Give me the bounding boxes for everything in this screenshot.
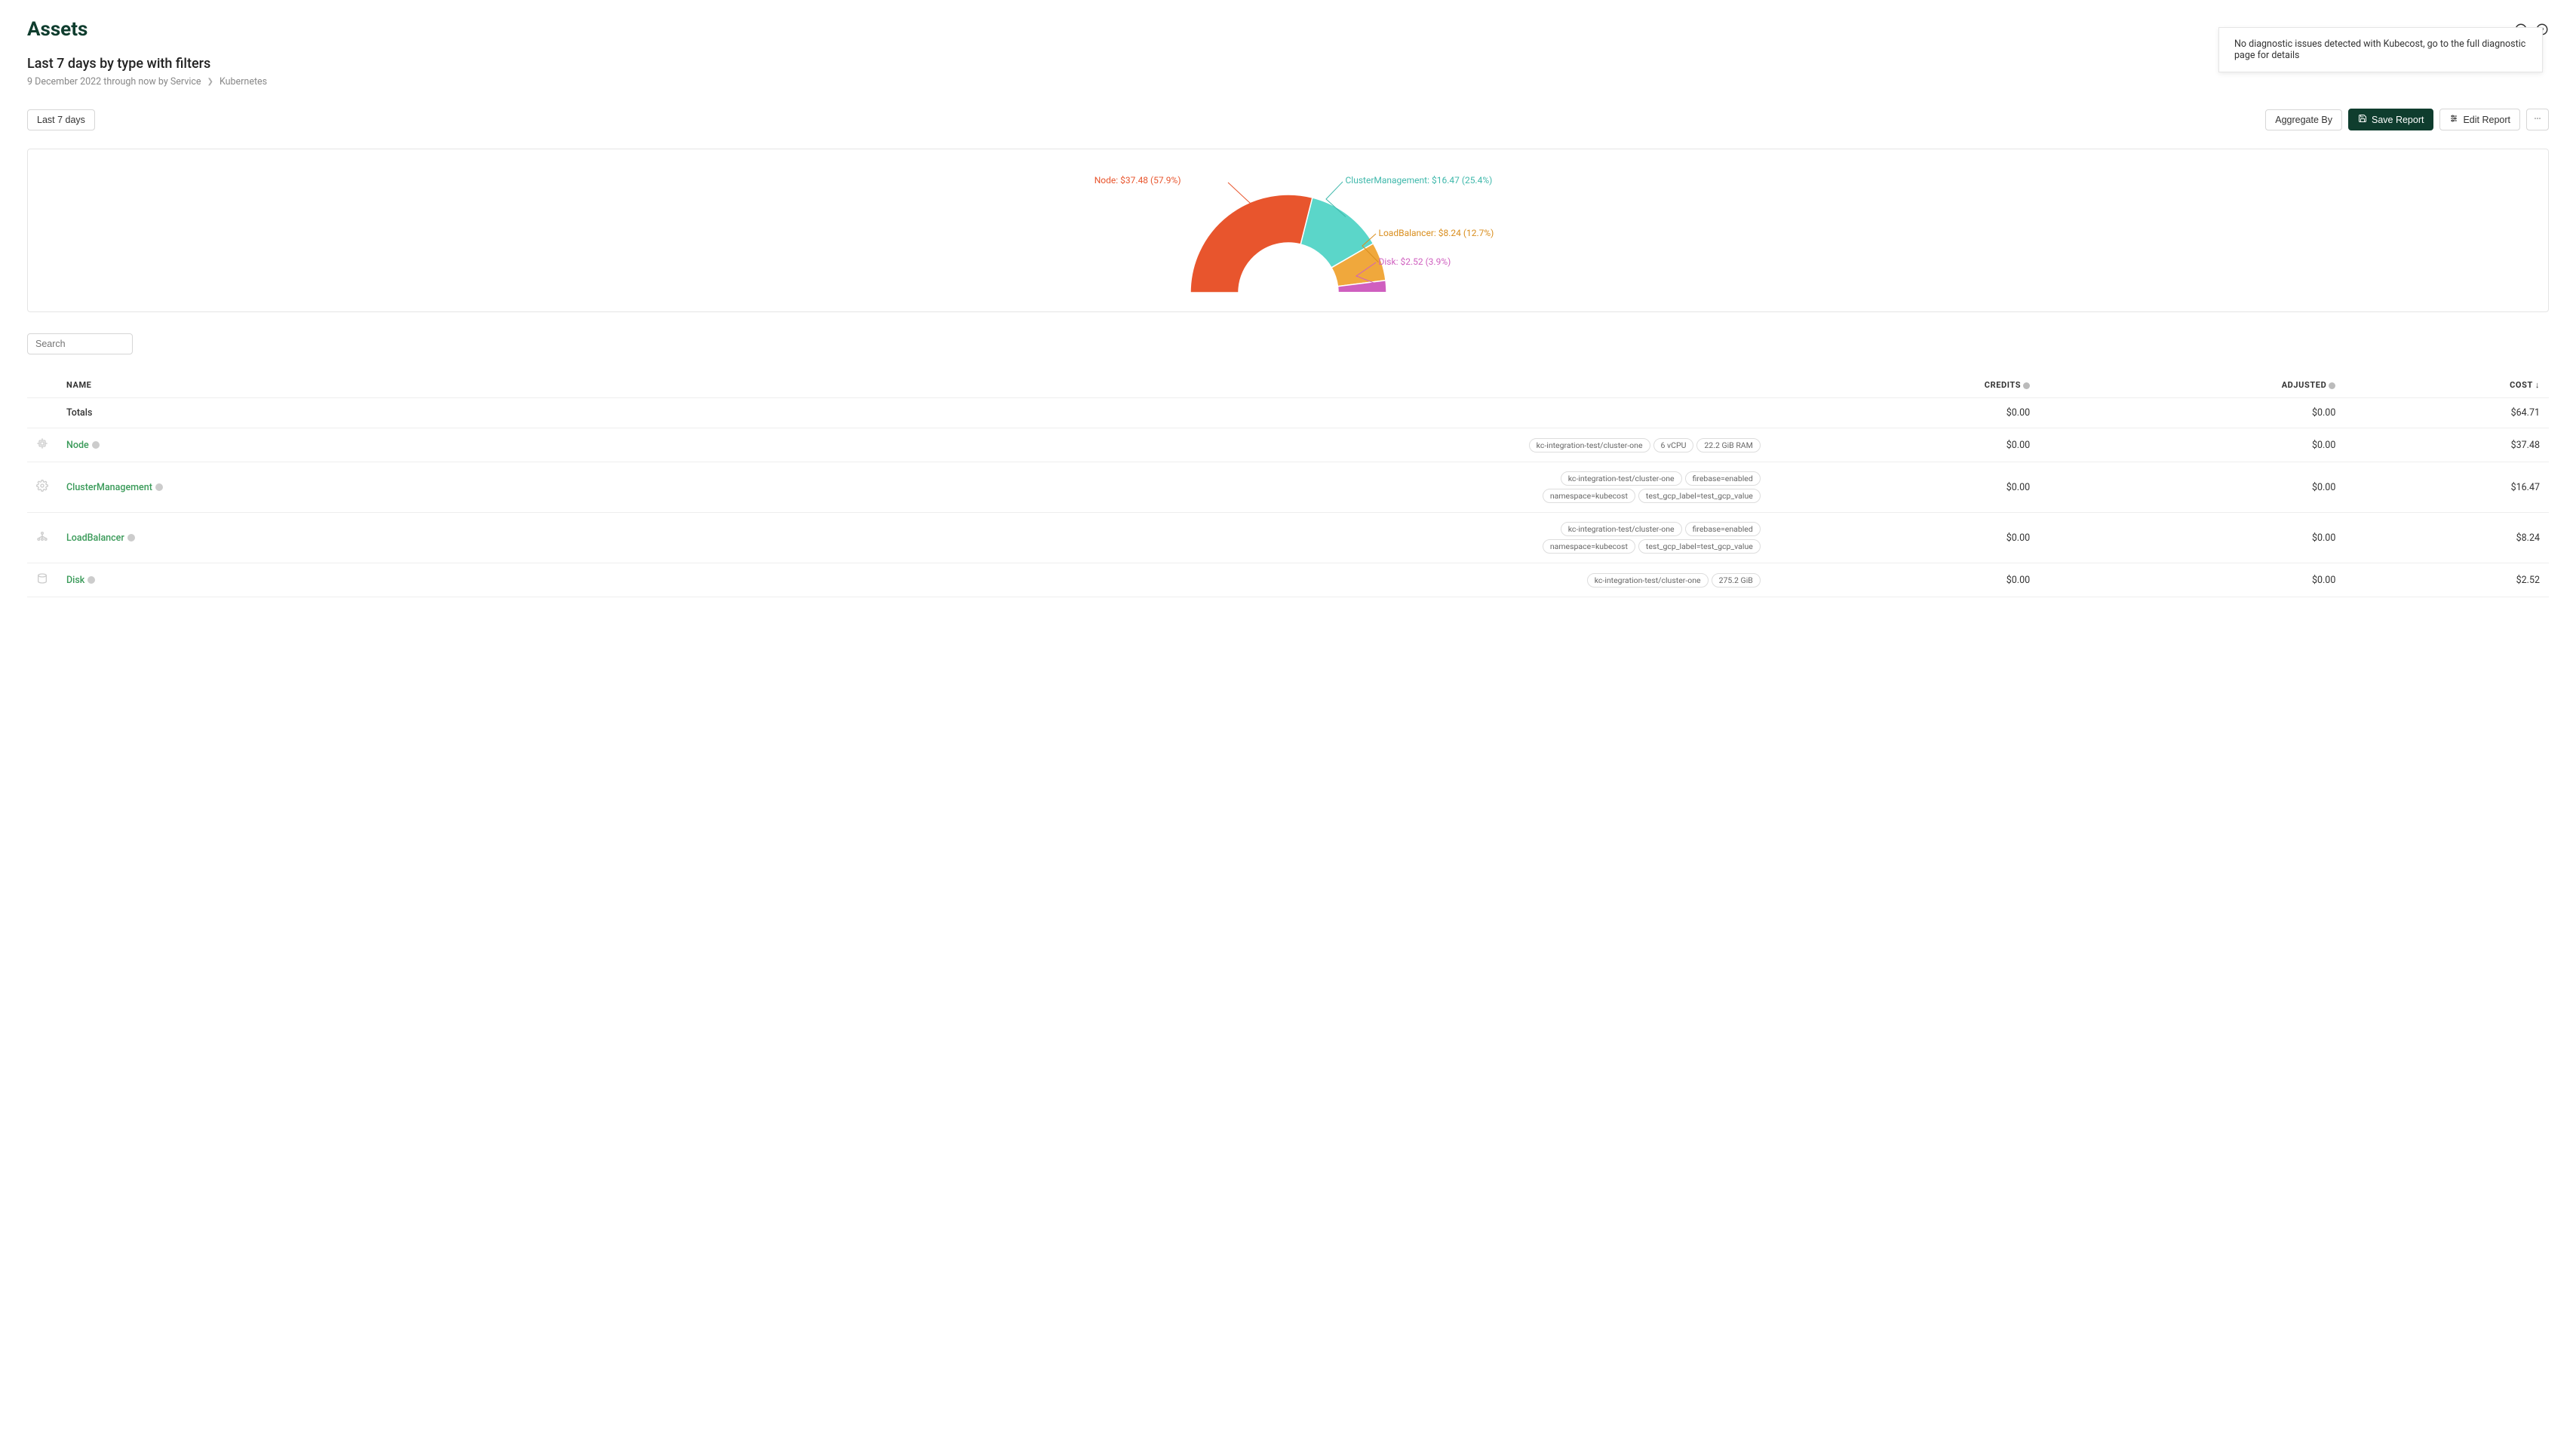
tag: 6 vCPU — [1653, 438, 1694, 452]
asset-name-link[interactable]: Disk — [66, 575, 84, 586]
info-icon — [92, 441, 100, 449]
info-icon — [127, 534, 135, 541]
asset-name-link[interactable]: ClusterManagement — [66, 482, 152, 493]
cell-adjusted: $0.00 — [2039, 462, 2344, 513]
date-filter-button[interactable]: Last 7 days — [27, 109, 95, 130]
table-row[interactable]: Disk kc-integration-test/cluster-one275.… — [27, 563, 2549, 597]
save-icon — [2358, 114, 2367, 125]
cell-credits: $0.00 — [1770, 428, 2039, 462]
breadcrumb-range: 9 December 2022 through now by Service — [27, 76, 201, 87]
tag: kc-integration-test/cluster-one — [1561, 522, 1682, 536]
save-report-label: Save Report — [2372, 115, 2424, 125]
save-report-button[interactable]: Save Report — [2348, 109, 2433, 130]
page-title: Assets — [27, 18, 2549, 41]
tag: test_gcp_label=test_gcp_value — [1638, 489, 1761, 503]
notification-banner: No diagnostic issues detected with Kubec… — [2218, 27, 2543, 72]
cell-credits: $0.00 — [1770, 462, 2039, 513]
info-icon — [88, 576, 95, 584]
tag: firebase=enabled — [1685, 471, 1761, 486]
col-cost[interactable]: COST↓ — [2344, 373, 2549, 398]
sliders-icon — [2449, 114, 2458, 125]
cell-cost: $16.47 — [2344, 462, 2549, 513]
totals-name: Totals — [57, 398, 542, 428]
cell-adjusted: $0.00 — [2039, 428, 2344, 462]
breadcrumb: 9 December 2022 through now by Service ❯… — [27, 76, 2549, 87]
disk-icon — [27, 563, 57, 597]
date-filter-label: Last 7 days — [37, 115, 85, 125]
tag: kc-integration-test/cluster-one — [1587, 573, 1709, 587]
more-icon — [2533, 114, 2542, 125]
tag-list: kc-integration-test/cluster-onefirebase=… — [1489, 471, 1761, 503]
tag: kc-integration-test/cluster-one — [1529, 438, 1650, 452]
totals-credits: $0.00 — [1770, 398, 2039, 428]
chart-slice-label: ClusterManagement: $16.47 (25.4%) — [1346, 175, 1493, 186]
info-icon — [2329, 382, 2335, 389]
cell-cost: $8.24 — [2344, 513, 2549, 563]
cpu-icon — [27, 428, 57, 462]
breadcrumb-current: Kubernetes — [220, 76, 267, 87]
cell-adjusted: $0.00 — [2039, 513, 2344, 563]
cell-cost: $37.48 — [2344, 428, 2549, 462]
table-row-totals: Totals $0.00 $0.00 $64.71 — [27, 398, 2549, 428]
tag: kc-integration-test/cluster-one — [1561, 471, 1682, 486]
tag: namespace=kubecost — [1543, 539, 1635, 554]
cell-adjusted: $0.00 — [2039, 563, 2344, 597]
edit-report-button[interactable]: Edit Report — [2439, 109, 2520, 130]
edit-report-label: Edit Report — [2463, 115, 2510, 125]
tag: 22.2 GiB RAM — [1696, 438, 1760, 452]
cell-credits: $0.00 — [1770, 513, 2039, 563]
tag: namespace=kubecost — [1543, 489, 1635, 503]
table-row[interactable]: ClusterManagement kc-integration-test/cl… — [27, 462, 2549, 513]
tag-list: kc-integration-test/cluster-one6 vCPU22.… — [1489, 438, 1761, 452]
search-input[interactable] — [27, 333, 133, 354]
half-donut-chart: Node: $37.48 (57.9%) ClusterManagement: $… — [1002, 164, 1575, 296]
notification-text: No diagnostic issues detected with Kubec… — [2234, 38, 2525, 61]
sort-desc-icon: ↓ — [2535, 380, 2540, 390]
info-icon — [2023, 382, 2030, 389]
page-subtitle: Last 7 days by type with filters — [27, 56, 2549, 72]
tag: 275.2 GiB — [1712, 573, 1761, 587]
chart-slice-label: Node: $37.48 (57.9%) — [1095, 175, 1181, 186]
asset-name-link[interactable]: Node — [66, 440, 89, 451]
gear-icon — [27, 462, 57, 513]
tag-list: kc-integration-test/cluster-one275.2 GiB — [1489, 573, 1761, 587]
more-actions-button[interactable] — [2526, 109, 2549, 130]
loadbalancer-icon — [27, 513, 57, 563]
chart-card: Node: $37.48 (57.9%) ClusterManagement: $… — [27, 149, 2549, 312]
cell-cost: $2.52 — [2344, 563, 2549, 597]
col-credits[interactable]: CREDITS — [1770, 373, 2039, 398]
info-icon — [155, 483, 163, 491]
tag-list: kc-integration-test/cluster-onefirebase=… — [1489, 522, 1761, 554]
aggregate-by-label: Aggregate By — [2275, 115, 2332, 125]
asset-name-link[interactable]: LoadBalancer — [66, 532, 124, 544]
totals-cost: $64.71 — [2344, 398, 2549, 428]
tag: test_gcp_label=test_gcp_value — [1638, 539, 1761, 554]
col-name[interactable]: NAME — [57, 373, 542, 398]
chart-slice-label: LoadBalancer: $8.24 (12.7%) — [1379, 228, 1494, 238]
col-tags — [542, 373, 1770, 398]
chart-slice-label: Disk: $2.52 (3.9%) — [1379, 256, 1451, 267]
table-row[interactable]: Node kc-integration-test/cluster-one6 vC… — [27, 428, 2549, 462]
aggregate-by-button[interactable]: Aggregate By — [2265, 109, 2342, 130]
totals-adjusted: $0.00 — [2039, 398, 2344, 428]
col-icon — [27, 373, 57, 398]
chevron-right-icon: ❯ — [207, 78, 213, 86]
col-adjusted[interactable]: ADJUSTED — [2039, 373, 2344, 398]
assets-table: NAME CREDITS ADJUSTED COST↓ Totals $0.00… — [27, 373, 2549, 597]
cell-credits: $0.00 — [1770, 563, 2039, 597]
tag: firebase=enabled — [1685, 522, 1761, 536]
table-row[interactable]: LoadBalancer kc-integration-test/cluster… — [27, 513, 2549, 563]
